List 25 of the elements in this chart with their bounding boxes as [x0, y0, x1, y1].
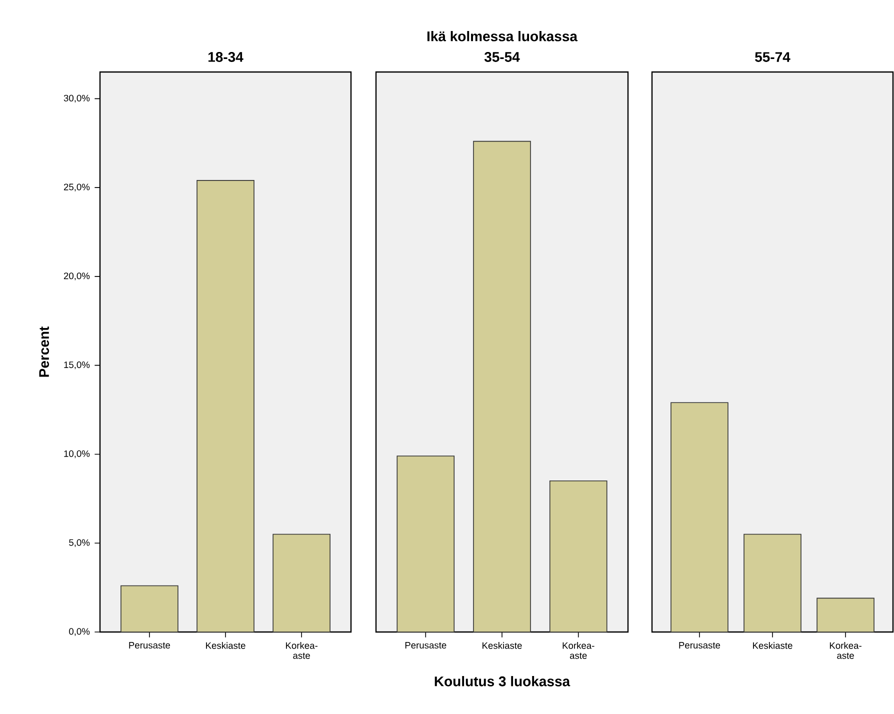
- x-tick-label: Keskiaste: [206, 642, 246, 649]
- y-tick-label: 20,0%: [64, 272, 90, 280]
- x-tick-label: Korkea-aste: [562, 642, 594, 659]
- x-tick-label: Perusaste: [129, 642, 170, 649]
- x-tick-label: Perusaste: [405, 642, 446, 649]
- y-axis-title: Percent: [39, 326, 50, 377]
- bar: [196, 180, 254, 632]
- x-tick-label: Korkea-aste: [830, 642, 862, 659]
- x-tick-label: Keskiaste: [482, 642, 522, 649]
- chart-title: 35-54: [484, 52, 520, 62]
- y-tick-label: 25,0%: [64, 184, 90, 192]
- bar: [272, 534, 330, 632]
- y-tick-label: 30,0%: [64, 94, 90, 103]
- x-tick-label: Perusaste: [679, 642, 720, 649]
- x-tick-label: Korkea-aste: [286, 642, 318, 659]
- y-tick-label: 0,0%: [69, 628, 90, 636]
- x-axis-title: Koulutus 3 luokassa: [434, 676, 570, 686]
- x-tick-label: Keskiaste: [753, 642, 792, 649]
- y-tick-label: 5,0%: [69, 539, 90, 547]
- bar: [120, 585, 178, 632]
- text: Ikä kolmessa luokassa: [427, 31, 578, 42]
- y-tick-label: 10,0%: [64, 450, 90, 458]
- chart-title: 18-34: [208, 52, 244, 62]
- y-tick-label: 15,0%: [64, 361, 90, 370]
- chart-title: 55-74: [755, 52, 790, 62]
